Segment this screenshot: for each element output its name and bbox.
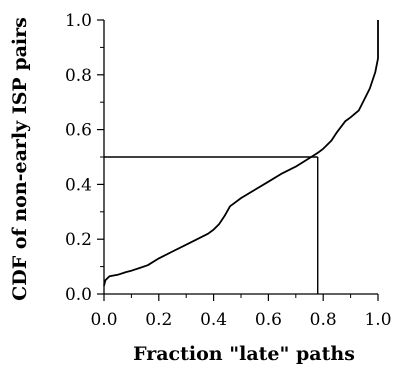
x-axis-label: Fraction "late" paths [133,343,355,365]
x-tick-label: 0.8 [310,310,337,330]
axes: 0.0 0.2 0.4 0.6 0.8 1.0 0.0 0.2 0.4 0.6 0.8 1.0 [65,11,392,330]
cdf-series-line [103,20,379,287]
x-tick-label: 0.6 [255,310,282,330]
y-tick-label: 1.0 [65,11,92,31]
y-tick-label: 0.2 [65,230,92,250]
y-axis-label: CDF of non-early ISP pairs [9,17,31,301]
y-tick-label: 0.8 [65,66,92,86]
x-tick-label: 0.2 [145,310,172,330]
y-tick-label: 0.0 [65,285,92,305]
y-tick-label: 0.4 [65,175,92,195]
x-tick-label: 0.0 [90,310,117,330]
x-tick-label: 0.4 [200,310,227,330]
x-tick-label: 1.0 [364,310,391,330]
y-tick-label: 0.6 [65,121,92,141]
plot-area [103,20,379,294]
